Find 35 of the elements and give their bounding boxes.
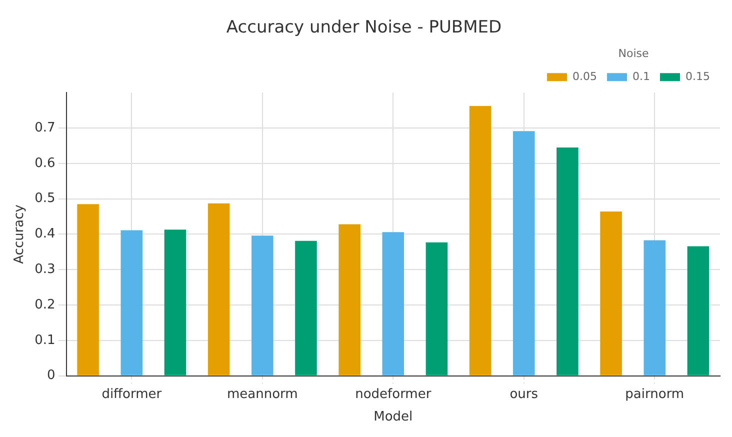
chart-title: Accuracy under Noise - PUBMED (226, 18, 502, 38)
bar (382, 232, 404, 376)
bar (251, 236, 274, 376)
bar (600, 212, 622, 376)
x-tick-label: nodeformer (355, 386, 432, 402)
bar (208, 203, 230, 376)
bar (644, 240, 666, 376)
legend-label: 0.05 (572, 70, 598, 83)
y-axis-title: Accuracy (12, 204, 28, 264)
bar (556, 147, 578, 376)
legend-label: 0.15 (686, 70, 710, 83)
y-tick-label: 0.2 (34, 297, 56, 312)
bar (338, 224, 360, 376)
y-tick-label: 0.3 (34, 262, 56, 277)
y-tick-label: 0 (46, 368, 56, 384)
bar (512, 131, 535, 376)
y-tick-label: 0.7 (34, 120, 56, 136)
x-tick-label: difformer (102, 386, 162, 402)
bar (687, 246, 710, 376)
bar (295, 240, 317, 376)
x-axis-title: Model (374, 410, 413, 425)
x-tick-label: ours (510, 386, 538, 402)
legend-label: 0.1 (632, 70, 650, 83)
y-tick-label: 0.6 (34, 156, 56, 171)
legend-title: Noise (618, 46, 649, 60)
bar (426, 242, 448, 376)
y-tick-label: 0.1 (34, 332, 56, 348)
y-tick-label: 0.5 (34, 191, 56, 206)
bar (164, 230, 186, 376)
bar (77, 204, 99, 376)
x-tick-label: meannorm (226, 386, 298, 402)
bar (469, 106, 492, 376)
x-tick-label: pairnorm (625, 386, 684, 402)
bar (120, 230, 143, 376)
y-tick-label: 0.4 (34, 226, 56, 242)
